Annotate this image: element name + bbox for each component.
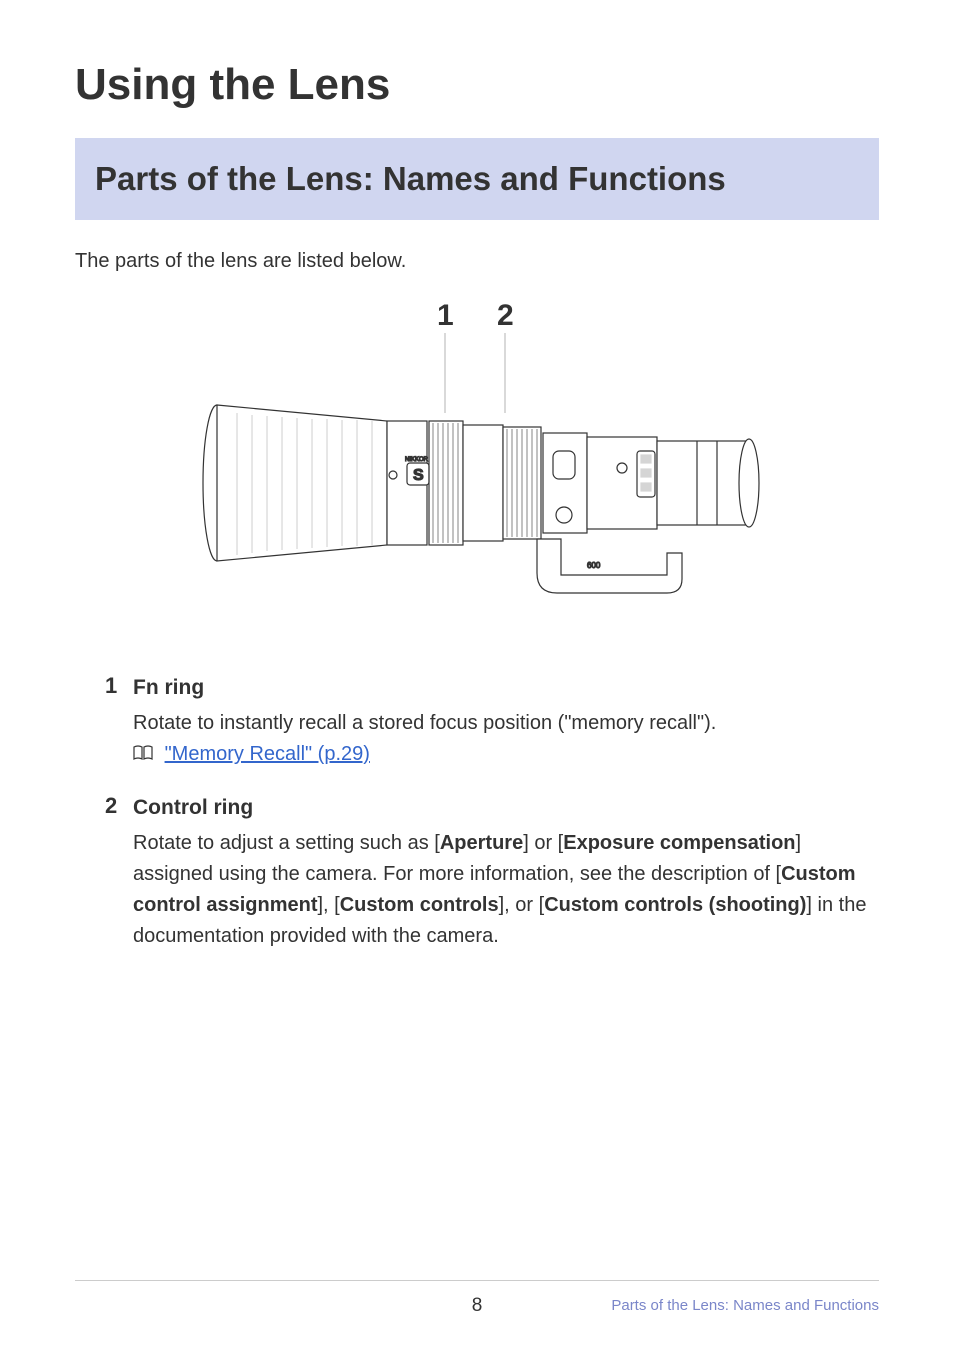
parts-list: 1 Fn ring Rotate to instantly recall a s… <box>75 673 879 952</box>
page-footer: 8 Parts of the Lens: Names and Functions <box>75 1280 879 1314</box>
lens-diagram: 1 2 S NIKKOR <box>75 293 879 643</box>
item-title: Control ring <box>133 793 879 822</box>
item-number: 2 <box>105 793 133 952</box>
list-item: 2 Control ring Rotate to adjust a settin… <box>105 793 879 952</box>
svg-text:S: S <box>413 467 424 484</box>
svg-text:600: 600 <box>587 561 601 570</box>
item-number: 1 <box>105 673 133 767</box>
section-heading: Parts of the Lens: Names and Functions <box>75 138 879 220</box>
list-item: 1 Fn ring Rotate to instantly recall a s… <box>105 673 879 767</box>
memory-recall-link[interactable]: "Memory Recall" (p.29) <box>165 743 370 765</box>
item-description: Rotate to adjust a setting such as [Aper… <box>133 828 879 952</box>
svg-text:NIKKOR: NIKKOR <box>405 457 429 463</box>
footer-section-label: Parts of the Lens: Names and Functions <box>611 1297 879 1314</box>
page-title: Using the Lens <box>75 60 879 110</box>
item-description: Rotate to instantly recall a stored focu… <box>133 708 879 739</box>
item-title: Fn ring <box>133 673 879 702</box>
callout-1: 1 <box>437 299 454 332</box>
callout-2: 2 <box>497 299 514 332</box>
intro-text: The parts of the lens are listed below. <box>75 250 879 273</box>
page-number: 8 <box>472 1295 483 1317</box>
book-icon <box>133 744 153 767</box>
